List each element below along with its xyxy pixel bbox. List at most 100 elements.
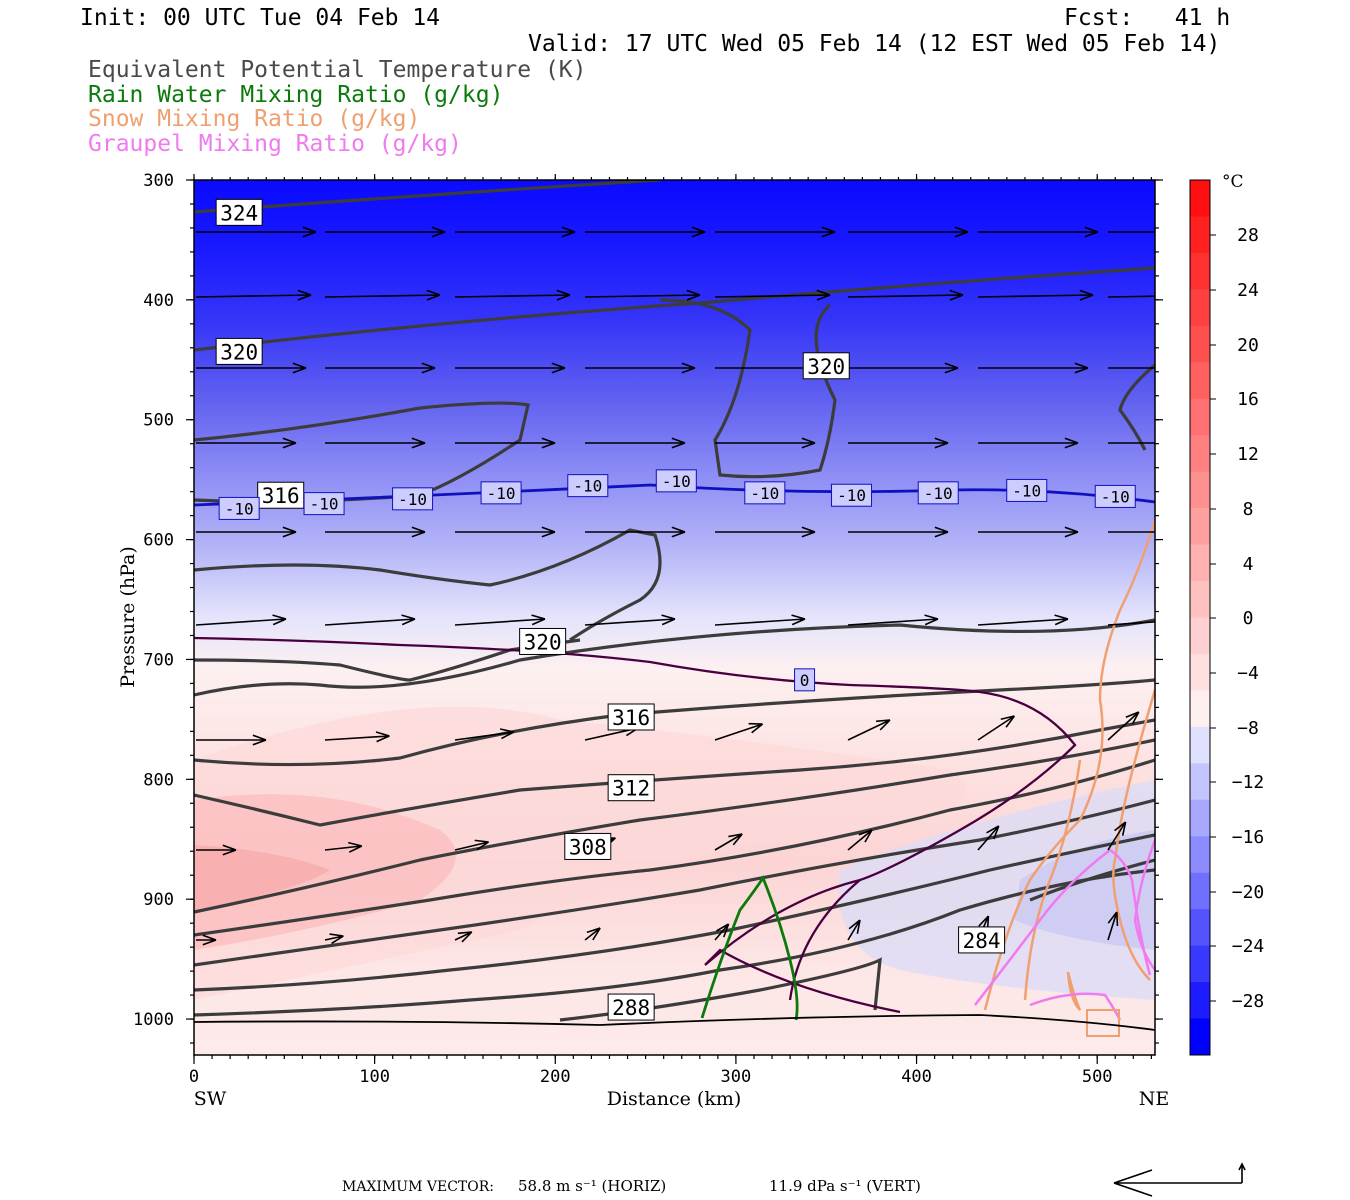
colorbar-tick-label: 8 xyxy=(1243,499,1254,520)
colorbar-tick-label: −16 xyxy=(1232,827,1265,848)
theta-e-label-box xyxy=(215,337,263,365)
wind-vector xyxy=(848,362,959,374)
x-tick-label: 400 xyxy=(901,1067,932,1087)
colorbar-swatch xyxy=(1190,508,1210,546)
isotherm-label: -10 xyxy=(837,486,866,505)
wind-vector xyxy=(977,715,1016,741)
y-axis-title: Pressure (hPa) xyxy=(117,546,139,688)
colorbar-swatch xyxy=(1190,617,1210,655)
wind-vector xyxy=(714,833,743,851)
isotherm-label-box xyxy=(392,487,434,511)
colorbar-tick-label: 24 xyxy=(1237,280,1259,301)
colorbar-swatch xyxy=(1190,726,1210,764)
wind-vector xyxy=(977,614,1069,626)
wind-vector xyxy=(196,226,317,238)
wind-vector xyxy=(196,844,237,856)
theta-e-contours xyxy=(194,180,1155,1022)
wind-vector xyxy=(325,437,426,449)
isotherm-label-box xyxy=(567,474,609,498)
wind-vector xyxy=(714,923,730,941)
wind-vector xyxy=(195,614,287,626)
isotherm-label: -10 xyxy=(310,495,339,514)
isotherm-label-box xyxy=(794,668,816,692)
wind-vector xyxy=(454,614,546,626)
wind-vector xyxy=(1108,367,1155,369)
wind-vector xyxy=(977,825,1000,851)
colorbar-swatch xyxy=(1190,289,1210,327)
isotherm-label-box xyxy=(1006,478,1048,502)
wind-vector xyxy=(977,289,1094,301)
reference-vector xyxy=(1113,1162,1246,1197)
wind-vector xyxy=(714,722,764,741)
max-vector-horiz: 58.8 m s⁻¹ (HORIZ) xyxy=(518,1177,666,1195)
colorbar-swatch xyxy=(1190,1018,1210,1056)
surface-line xyxy=(194,1014,1155,1031)
wind-vector xyxy=(714,614,806,626)
wind-vector xyxy=(196,437,297,449)
colorbar-swatch xyxy=(1190,945,1210,983)
wind-vector xyxy=(978,362,1089,374)
isotherm-label: -10 xyxy=(1101,487,1130,506)
max-vector-vert: 11.9 dPa s⁻¹ (VERT) xyxy=(769,1177,921,1195)
x-tick-label: 500 xyxy=(1082,1067,1113,1087)
wind-vector xyxy=(585,226,706,238)
isotherm-label-box xyxy=(480,481,522,505)
wind-vector xyxy=(324,614,416,626)
wind-vector xyxy=(847,829,873,851)
isotherm-label-box xyxy=(1094,484,1136,508)
wind-vector xyxy=(848,226,969,238)
colorbar-swatch xyxy=(1190,471,1210,509)
colorbar-swatch xyxy=(1190,763,1210,801)
wind-vector xyxy=(325,362,436,374)
colorbar-tick-label: 12 xyxy=(1237,444,1259,465)
colorbar-tick-label: 16 xyxy=(1237,389,1259,410)
isotherm-label: -10 xyxy=(924,484,953,503)
max-vector-label: MAXIMUM VECTOR: xyxy=(342,1179,494,1195)
colorbar-swatch xyxy=(1190,836,1210,874)
x-end-right: NE xyxy=(1139,1088,1170,1110)
wind-vector xyxy=(196,526,297,538)
init-time: Init: 00 UTC Tue 04 Feb 14 xyxy=(80,5,441,31)
wind-vector xyxy=(1107,621,1155,626)
wind-vector xyxy=(454,289,571,301)
colorbar-swatch xyxy=(1190,252,1210,290)
field-snow: Snow Mixing Ratio (g/kg) xyxy=(88,106,421,132)
wind-vector xyxy=(455,437,556,449)
wind-vector xyxy=(978,437,1079,449)
wind-vector xyxy=(195,289,312,301)
wind-vector xyxy=(455,362,566,374)
colorbar-swatch xyxy=(1190,909,1210,947)
colorbar-swatch xyxy=(1190,180,1210,217)
theta-e-label-box xyxy=(958,926,1006,954)
isotherm-label: 0 xyxy=(800,671,810,690)
wind-vector xyxy=(585,362,696,374)
x-axis-title: Distance (km) xyxy=(607,1088,742,1110)
colorbar-swatch xyxy=(1190,982,1210,1020)
theta-e-label: 320 xyxy=(807,355,845,379)
wind-vector xyxy=(455,526,556,538)
contour-labels: 324 320 320 316 320 316 312 308 284 288 -10 -10 -10 -… xyxy=(215,198,1136,1021)
isotherm-label: -10 xyxy=(398,490,427,509)
colorbar-swatch xyxy=(1190,799,1210,837)
isotherm-label: -10 xyxy=(662,472,691,491)
x-tick-label: 0 xyxy=(189,1067,199,1087)
theta-e-label-box xyxy=(607,703,655,731)
colorbar-unit: °C xyxy=(1222,172,1244,192)
wind-vector xyxy=(714,289,831,301)
isotherm-label-box xyxy=(655,469,697,493)
wind-vector xyxy=(715,226,836,238)
isotherm-label-box xyxy=(917,481,959,505)
theta-e-label: 324 xyxy=(220,201,258,225)
wind-vector xyxy=(1108,531,1155,533)
wind-vector xyxy=(196,934,217,946)
colorbar-tick-label: −12 xyxy=(1232,772,1265,793)
theta-e-label: 316 xyxy=(612,706,650,730)
wind-vector xyxy=(585,437,686,449)
x-end-left: SW xyxy=(194,1088,227,1110)
hydrometeor-contours xyxy=(700,519,1155,1037)
colorbar-swatch xyxy=(1190,325,1210,363)
colorbar-tick-label: 0 xyxy=(1243,608,1254,629)
colorbar-tick-label: 4 xyxy=(1243,554,1254,575)
colorbar-tick-label: 20 xyxy=(1237,335,1259,356)
